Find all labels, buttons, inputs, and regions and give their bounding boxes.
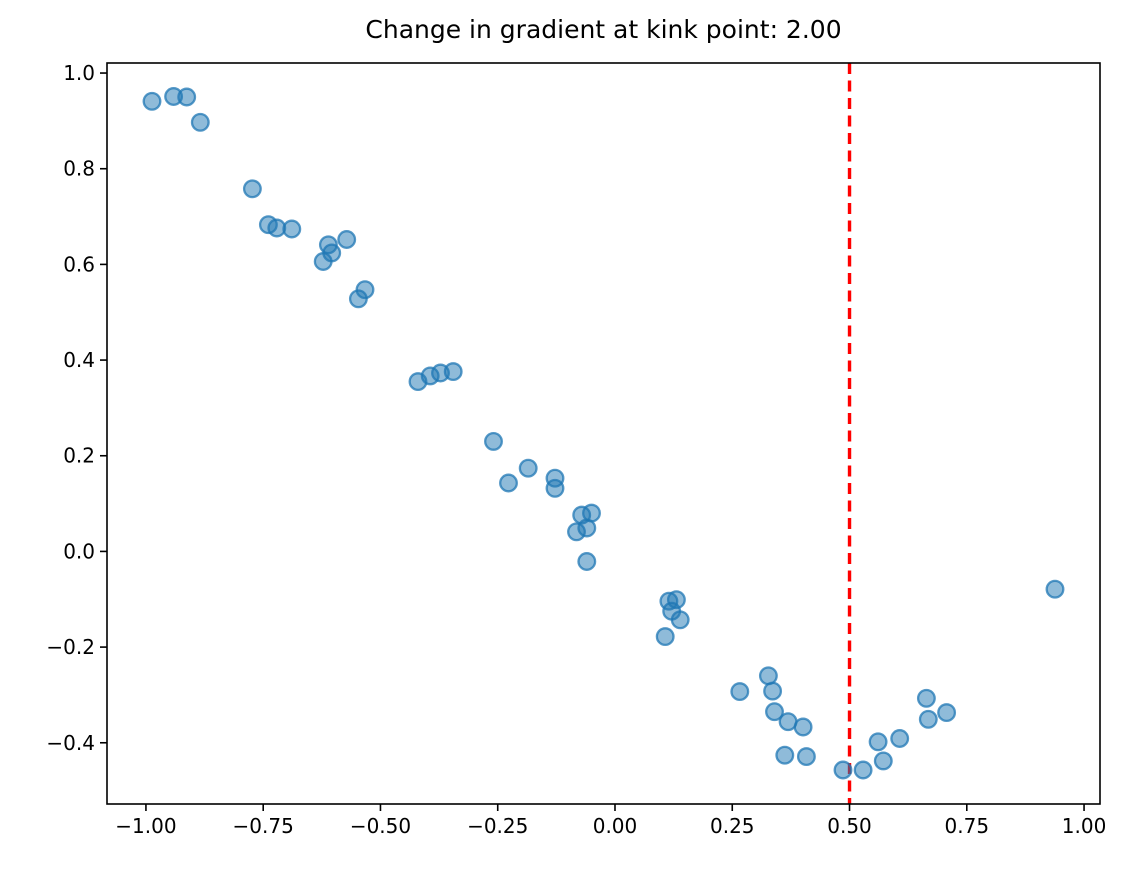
- data-point: [796, 747, 816, 767]
- data-point: [655, 627, 675, 647]
- chart-title: Change in gradient at kink point: 2.00: [365, 15, 842, 44]
- y-tick-label: 0.6: [63, 252, 95, 276]
- x-tick-label: 0.75: [945, 814, 990, 838]
- x-tick-label: 0.00: [593, 814, 638, 838]
- plot-spines: [106, 62, 1101, 805]
- data-point: [873, 751, 893, 771]
- data-point: [443, 362, 463, 382]
- x-tick-label: −0.75: [233, 814, 294, 838]
- x-tick-label: −0.25: [467, 814, 528, 838]
- y-tick-label: 0.4: [63, 348, 95, 372]
- data-point: [853, 760, 873, 780]
- data-point: [765, 702, 784, 722]
- data-point: [567, 522, 586, 542]
- data-point: [337, 230, 357, 249]
- data-point: [313, 252, 333, 271]
- y-tick-label: 0.0: [63, 539, 95, 563]
- x-tick-label: −1.00: [115, 814, 176, 838]
- x-tick-label: 0.50: [827, 814, 872, 838]
- x-tick-label: 1.00: [1062, 814, 1107, 838]
- data-point: [282, 219, 302, 239]
- data-point: [499, 473, 518, 493]
- data-point: [758, 666, 778, 686]
- data-point: [577, 552, 597, 571]
- data-point: [177, 87, 197, 107]
- data-point: [775, 745, 795, 765]
- x-tick-label: −0.50: [350, 814, 411, 838]
- data-point: [763, 681, 783, 701]
- data-point: [937, 703, 957, 723]
- data-point: [833, 760, 853, 780]
- data-point: [670, 610, 690, 630]
- data-point: [1045, 579, 1065, 599]
- data-point: [348, 289, 368, 309]
- y-tick-label: −0.2: [46, 635, 95, 659]
- data-point: [190, 112, 210, 132]
- y-tick-label: 0.8: [63, 157, 95, 181]
- data-point: [916, 688, 936, 708]
- y-tick-label: −0.4: [46, 731, 95, 755]
- data-point: [793, 717, 813, 737]
- y-tick-label: 1.0: [63, 61, 95, 85]
- y-tick-label: 0.2: [63, 444, 95, 468]
- data-point: [242, 179, 262, 199]
- data-point: [484, 431, 503, 451]
- data-point: [918, 709, 938, 729]
- data-point: [142, 91, 162, 111]
- data-point: [890, 729, 910, 748]
- data-point: [730, 682, 750, 702]
- x-tick-label: 0.25: [710, 814, 755, 838]
- data-point: [545, 478, 565, 498]
- data-point: [868, 732, 888, 752]
- data-point: [518, 458, 538, 478]
